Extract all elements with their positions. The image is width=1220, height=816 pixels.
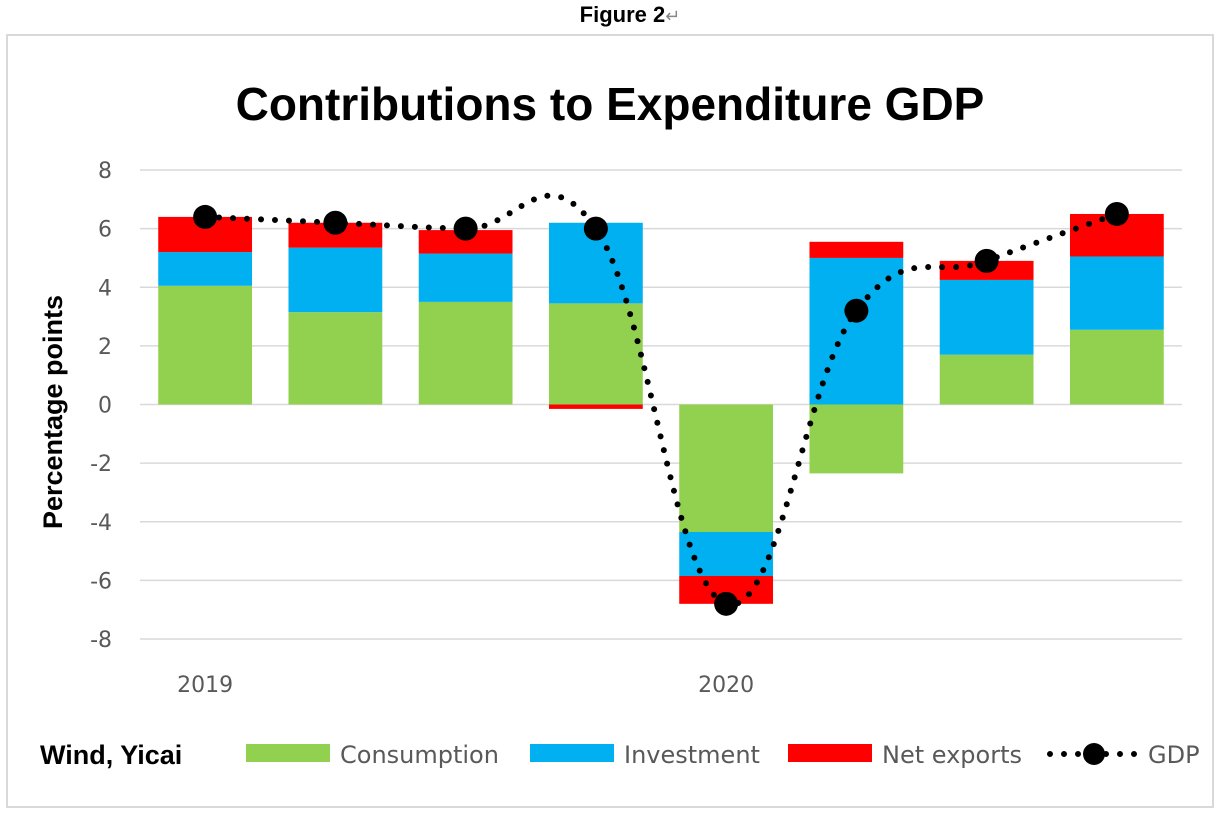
- chart-frame: [6, 34, 1214, 808]
- y-axis-label: Percentage points: [38, 295, 68, 529]
- y-tick-label: 2: [98, 335, 112, 360]
- bar-net-exports: [418, 230, 513, 254]
- gdp-point: [1104, 201, 1129, 226]
- bar-consumption: [548, 303, 643, 405]
- legend-item-net-exports: Net exports: [788, 741, 1022, 769]
- gdp-point: [974, 248, 999, 273]
- y-tick-label: 6: [98, 218, 112, 243]
- y-tick-label: -8: [90, 628, 112, 653]
- bar-consumption: [809, 404, 904, 474]
- bar-investment: [1069, 256, 1164, 330]
- figure-caption: Figure 2↵: [0, 2, 1220, 28]
- return-mark-icon: ↵: [665, 6, 681, 26]
- x-tick-label: 2020: [698, 673, 754, 698]
- bar-consumption: [158, 285, 253, 405]
- gdp-line: [193, 192, 1129, 616]
- legend-label-consumption: Consumption: [340, 741, 499, 769]
- bar-consumption: [1069, 329, 1164, 405]
- bar-consumption: [679, 404, 774, 533]
- bar-investment: [288, 247, 383, 313]
- legend-swatch-investment: [530, 744, 614, 762]
- bar-consumption: [939, 354, 1034, 405]
- bar-investment: [418, 253, 513, 302]
- x-tick-label: 2019: [177, 673, 233, 698]
- legend-swatch-consumption: [246, 744, 330, 762]
- bar-investment: [939, 279, 1034, 355]
- chart-title: Contributions to Expenditure GDP: [236, 78, 985, 130]
- y-tick-label: -4: [90, 511, 112, 536]
- gdp-point: [844, 298, 869, 323]
- gdp-point: [193, 204, 218, 229]
- legend-label-investment: Investment: [624, 741, 760, 769]
- bar-net-exports: [548, 404, 643, 409]
- bar-consumption: [288, 312, 383, 405]
- bar-investment: [679, 532, 774, 576]
- legend-item-gdp: GDP: [1047, 741, 1200, 769]
- gdp-point: [323, 210, 348, 235]
- bar-consumption: [418, 301, 513, 405]
- gdp-point: [714, 591, 739, 616]
- legend-swatch-gdp-marker: [1083, 743, 1105, 765]
- legend-label-gdp: GDP: [1148, 741, 1200, 769]
- legend-label-net-exports: Net exports: [882, 741, 1022, 769]
- gdp-point: [583, 216, 608, 241]
- y-tick-label: 8: [98, 159, 112, 184]
- y-tick-label: 0: [98, 394, 112, 419]
- gdp-point: [453, 216, 478, 241]
- bar-investment: [158, 252, 253, 286]
- legend-swatch-net-exports: [788, 744, 872, 762]
- figure-label: Figure 2: [579, 2, 666, 27]
- legend: Consumption Investment Net exports GDP: [246, 741, 1200, 769]
- legend-item-consumption: Consumption: [246, 741, 499, 769]
- bar-net-exports: [809, 241, 904, 258]
- y-axis-ticks: -8 -6 -4 -2 0 2 4 6 8: [90, 159, 112, 653]
- legend-item-investment: Investment: [530, 741, 760, 769]
- y-tick-label: -2: [90, 452, 112, 477]
- x-axis-ticks: 2019 2020: [177, 673, 754, 698]
- bar-investment: [809, 257, 904, 405]
- bars: [158, 213, 1164, 604]
- source-note: Wind, Yicai: [40, 740, 182, 770]
- y-tick-label: 4: [98, 276, 112, 301]
- y-tick-label: -6: [90, 569, 112, 594]
- gdp-line-path: [202, 192, 1120, 608]
